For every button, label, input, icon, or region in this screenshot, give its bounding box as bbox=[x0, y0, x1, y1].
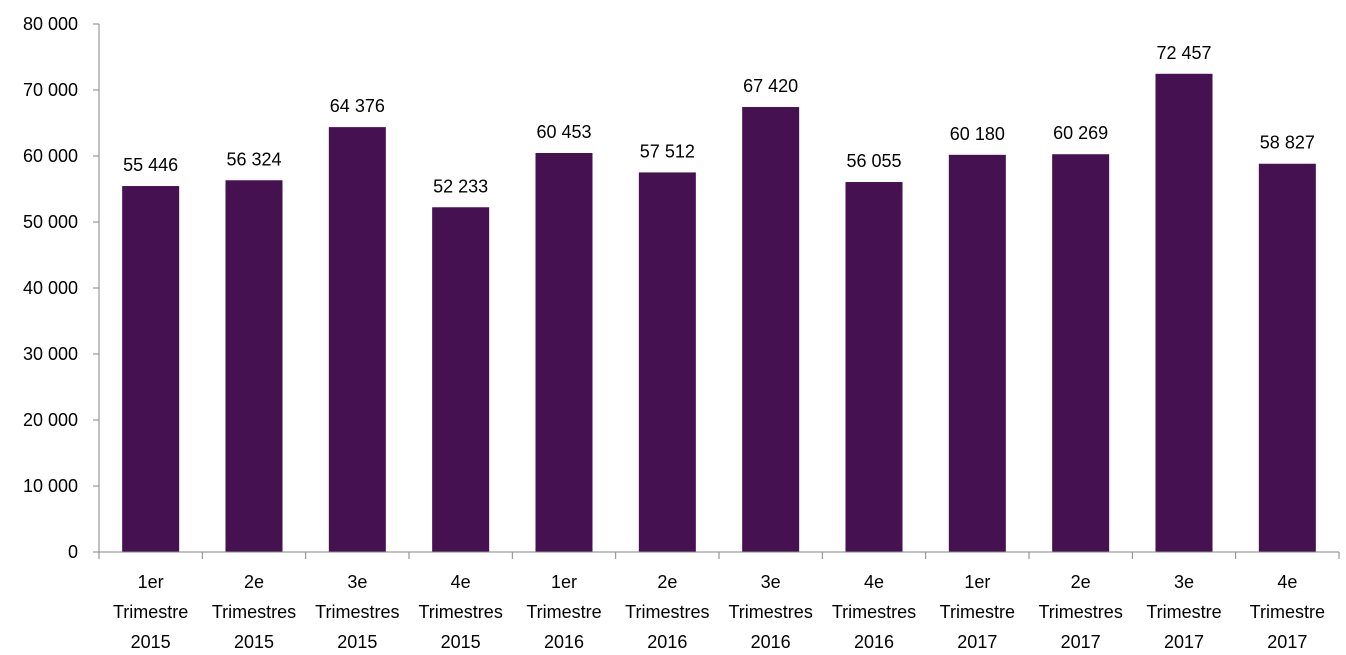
x-category-label: Trimestres bbox=[832, 602, 916, 622]
y-tick-label: 10 000 bbox=[23, 476, 78, 496]
x-category-label: 2e bbox=[1071, 572, 1091, 592]
bar bbox=[432, 207, 490, 552]
x-category-label: 2e bbox=[657, 572, 677, 592]
data-label: 60 453 bbox=[536, 122, 591, 142]
x-axis-labels: 1er Trimestre 2015 2e Trimestres 2015 3e Trimes… bbox=[113, 572, 1325, 652]
x-category-label: Trimestre bbox=[113, 602, 188, 622]
data-label: 72 457 bbox=[1156, 43, 1211, 63]
x-category-label: 2016 bbox=[544, 632, 584, 650]
x-category-label: Trimestre bbox=[1250, 602, 1325, 622]
x-category-label: Trimestres bbox=[1038, 602, 1122, 622]
x-category-label: 3e bbox=[761, 572, 781, 592]
x-category-label: Trimestres bbox=[728, 602, 812, 622]
y-tick-label: 80 000 bbox=[23, 14, 78, 34]
x-category-label: Trimestres bbox=[315, 602, 399, 622]
y-tick-label: 50 000 bbox=[23, 212, 78, 232]
x-category-label: 2015 bbox=[131, 632, 171, 650]
x-category-label: 2015 bbox=[234, 632, 274, 650]
bar bbox=[845, 182, 903, 553]
y-tick-label: 40 000 bbox=[23, 278, 78, 298]
data-label: 58 827 bbox=[1260, 133, 1315, 153]
x-category-label: 2016 bbox=[751, 632, 791, 650]
x-category-label: 4e bbox=[1277, 572, 1297, 592]
x-category-label: 1er bbox=[138, 572, 164, 592]
data-label: 56 324 bbox=[226, 149, 281, 169]
bar bbox=[1155, 73, 1213, 552]
data-label: 64 376 bbox=[330, 96, 385, 116]
bar bbox=[948, 154, 1006, 552]
x-category-label: 4e bbox=[864, 572, 884, 592]
y-tick-label: 20 000 bbox=[23, 410, 78, 430]
data-label: 60 180 bbox=[950, 124, 1005, 144]
data-labels: 55 446 56 324 64 376 52 233 60 453 57 512 67 4… bbox=[123, 43, 1315, 196]
bar bbox=[535, 153, 593, 552]
bar bbox=[1258, 163, 1316, 552]
x-category-label: 3e bbox=[347, 572, 367, 592]
y-tick-label: 0 bbox=[68, 542, 78, 562]
x-category-label: Trimestres bbox=[418, 602, 502, 622]
x-category-label: Trimestres bbox=[212, 602, 296, 622]
y-axis-ticks: 0 10 000 20 000 30 000 40 000 50 000 60 000 70 … bbox=[23, 14, 99, 562]
bar bbox=[225, 180, 283, 552]
bar bbox=[1052, 154, 1110, 552]
bar bbox=[742, 107, 800, 552]
data-label: 67 420 bbox=[743, 76, 798, 96]
x-category-label: 2016 bbox=[647, 632, 687, 650]
data-label: 57 512 bbox=[640, 141, 695, 161]
x-category-label: Trimestre bbox=[940, 602, 1015, 622]
bar bbox=[122, 186, 180, 552]
x-category-label: 2017 bbox=[1164, 632, 1204, 650]
data-label: 60 269 bbox=[1053, 123, 1108, 143]
x-category-label: 2017 bbox=[1061, 632, 1101, 650]
x-category-label: 2015 bbox=[337, 632, 377, 650]
y-tick-label: 60 000 bbox=[23, 146, 78, 166]
y-tick-label: 30 000 bbox=[23, 344, 78, 364]
x-category-label: 1er bbox=[551, 572, 577, 592]
x-category-label: 2015 bbox=[441, 632, 481, 650]
x-category-label: 2e bbox=[244, 572, 264, 592]
x-category-label: 4e bbox=[451, 572, 471, 592]
data-label: 55 446 bbox=[123, 155, 178, 175]
x-category-label: 2016 bbox=[854, 632, 894, 650]
x-category-label: 3e bbox=[1174, 572, 1194, 592]
x-category-label: 2017 bbox=[957, 632, 997, 650]
x-axis bbox=[98, 551, 1340, 559]
data-label: 56 055 bbox=[846, 151, 901, 171]
bars bbox=[122, 73, 1316, 553]
x-category-label: 1er bbox=[964, 572, 990, 592]
x-category-label: 2017 bbox=[1267, 632, 1307, 650]
bar bbox=[638, 172, 696, 552]
x-category-label: Trimestre bbox=[1146, 602, 1221, 622]
y-tick-label: 70 000 bbox=[23, 80, 78, 100]
bar bbox=[328, 127, 386, 552]
x-category-label: Trimestres bbox=[625, 602, 709, 622]
data-label: 52 233 bbox=[433, 176, 488, 196]
x-category-label: Trimestre bbox=[526, 602, 601, 622]
